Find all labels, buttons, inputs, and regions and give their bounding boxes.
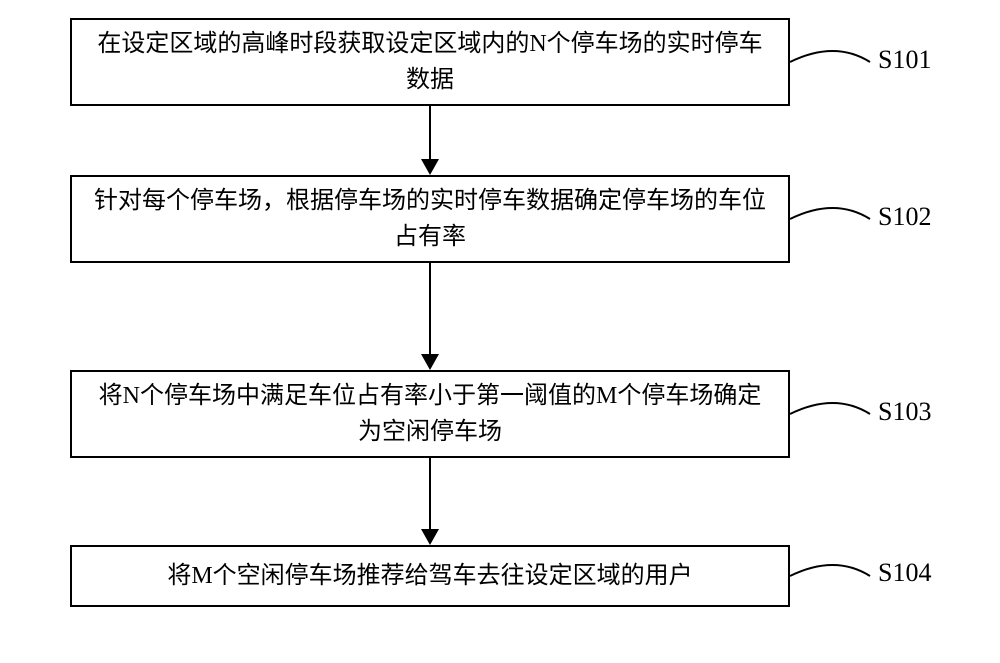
flowchart-canvas: 在设定区域的高峰时段获取设定区域内的N个停车场的实时停车数据 S101 针对每个…	[0, 0, 1000, 663]
step-label-s104: S104	[878, 558, 931, 588]
connector-s104	[0, 0, 1000, 663]
